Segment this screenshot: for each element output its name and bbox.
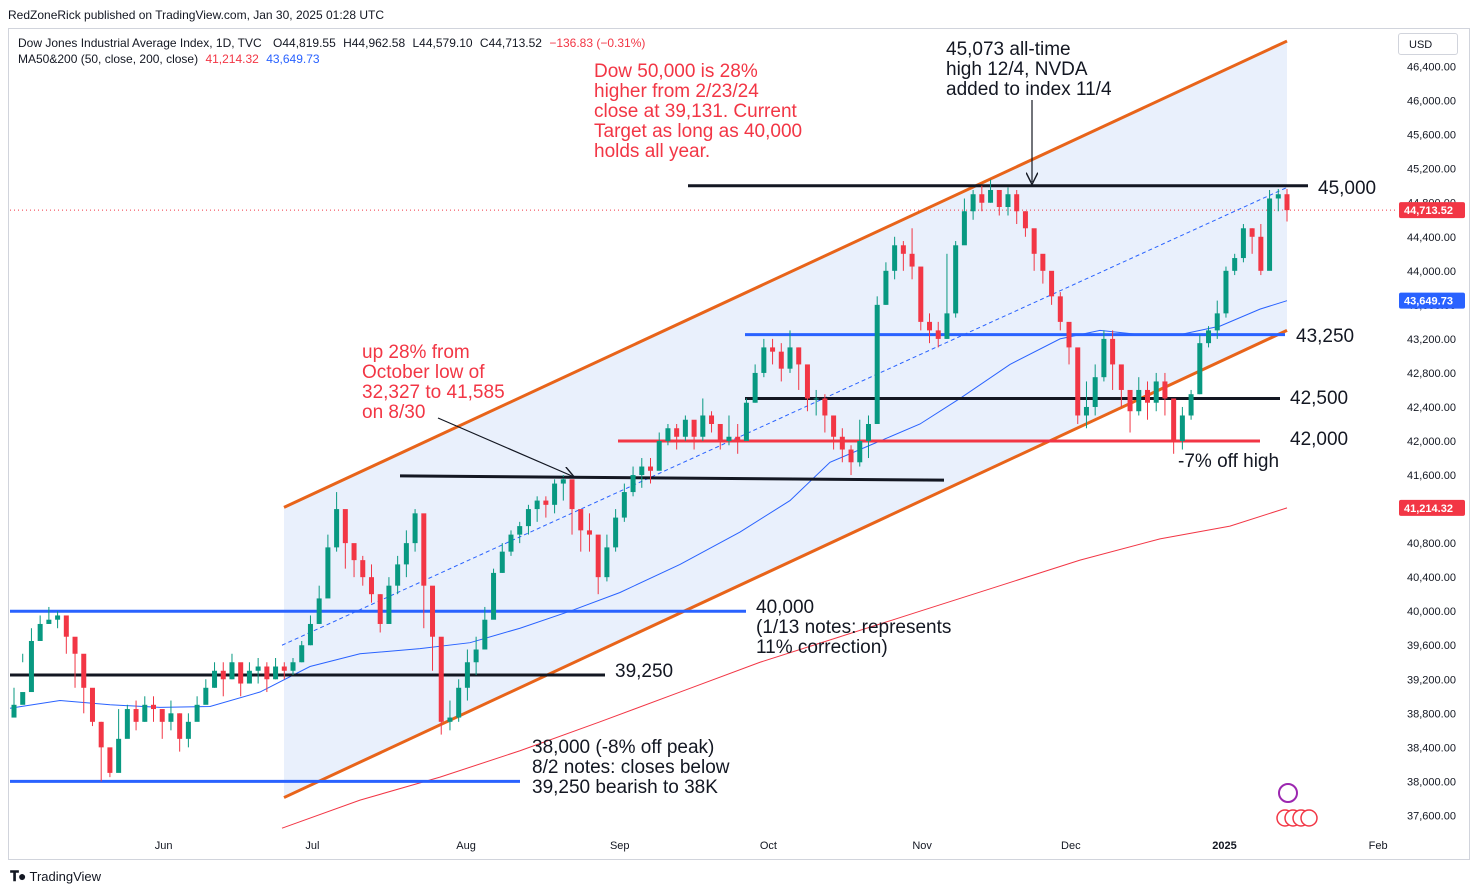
ma-indicator-name[interactable]: MA50&200 (50, close, 200, close) [18,52,199,66]
tradingview-logo-icon: 𝐓● [10,868,27,884]
legend-close: C44,713.52 [479,36,542,50]
symbol-name[interactable]: Dow Jones Industrial Average Index, 1D, … [18,36,262,50]
ma-legend[interactable]: MA50&200 (50, close, 200, close) 41,214.… [18,52,320,66]
legend-high: H44,962.58 [343,36,406,50]
ma50-value: 41,214.32 [205,52,259,66]
publisher-text: RedZoneRick published on TradingView.com… [8,8,385,22]
tradingview-logo[interactable]: 𝐓● TradingView [10,868,101,885]
chart-frame[interactable] [8,28,1470,860]
currency-button[interactable]: USD [1398,33,1458,55]
legend-open: O44,819.55 [273,36,336,50]
ma200-value: 43,649.73 [266,52,320,66]
legend-change: −136.83 (−0.31%) [549,36,646,50]
top-bar: RedZoneRick published on TradingView.com… [0,0,1479,28]
legend-low: L44,579.10 [412,36,473,50]
symbol-legend[interactable]: Dow Jones Industrial Average Index, 1D, … [18,36,645,50]
tradingview-brand: TradingView [29,869,102,884]
